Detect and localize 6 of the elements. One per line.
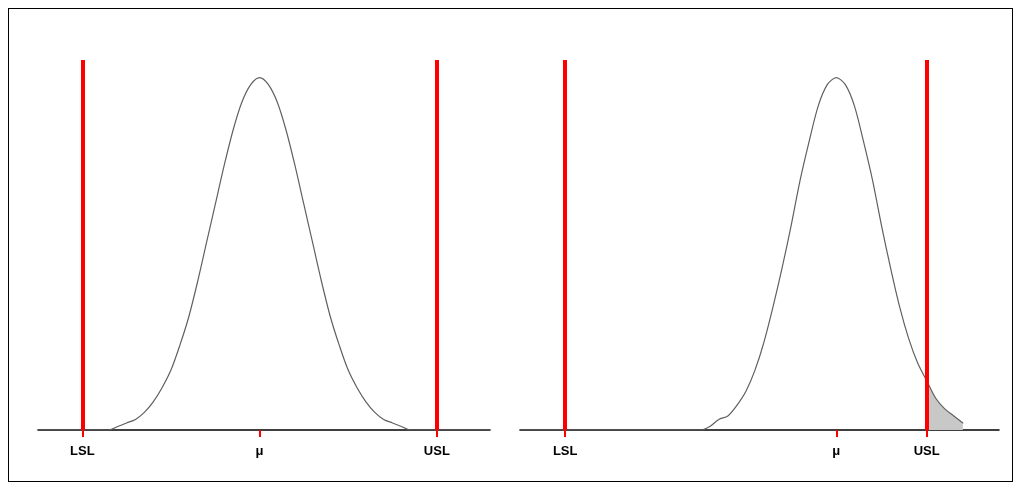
x-tick-label: LSL (70, 443, 95, 458)
x-tick-label: USL (423, 443, 450, 458)
x-tick-label: LSL (552, 443, 578, 458)
x-tick-label: USL (913, 443, 940, 458)
x-tick-label: μ (832, 443, 841, 458)
x-tick-label: μ (255, 443, 264, 458)
